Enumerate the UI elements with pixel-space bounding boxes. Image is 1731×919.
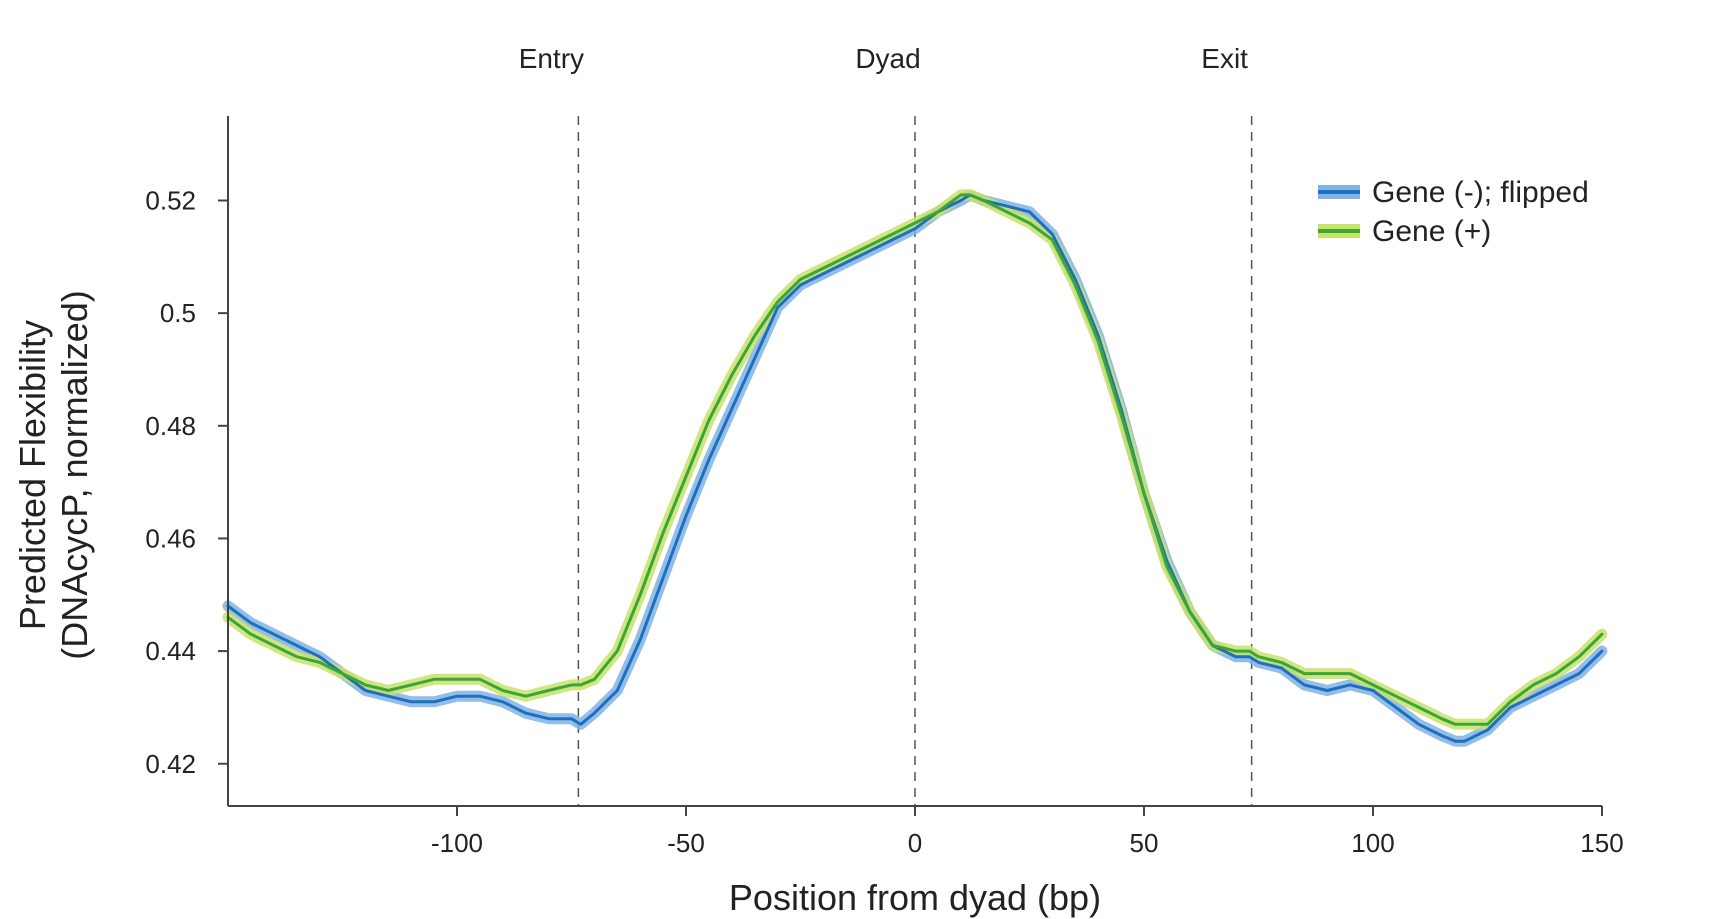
y-tick-label-5: 0.52 xyxy=(145,185,196,215)
axis-ticks: -100 -50 0 50 100 150 0.42 0.44 0.46 0.48 0.5 0.52 xyxy=(145,185,1623,858)
x-tick-label-1: -50 xyxy=(667,828,705,858)
y-tick-label-1: 0.44 xyxy=(145,636,196,666)
y-axis-title: Predicted Flexibility (DNAcycP, normaliz… xyxy=(12,290,95,659)
series-line-1 xyxy=(226,193,1604,726)
legend: Gene (-); flipped Gene (+) xyxy=(1318,176,1589,248)
x-tick-label-2: 0 xyxy=(908,828,922,858)
marker-label-2: Exit xyxy=(1201,43,1248,74)
y-axis-title-line2: (DNAcycP, normalized) xyxy=(54,290,95,659)
series-lines xyxy=(226,193,1604,743)
x-tick-label-5: 150 xyxy=(1580,828,1623,858)
y-tick-label-2: 0.46 xyxy=(145,523,196,553)
legend-label-0: Gene (-); flipped xyxy=(1372,176,1589,209)
marker-label-1: Dyad xyxy=(855,43,920,74)
legend-swatch-line-0 xyxy=(1318,190,1360,194)
region-markers: Entry Dyad Exit xyxy=(519,43,1253,806)
x-tick-label-3: 50 xyxy=(1130,828,1159,858)
y-tick-label-3: 0.48 xyxy=(145,411,196,441)
y-tick-label-0: 0.42 xyxy=(145,749,196,779)
y-tick-label-4: 0.5 xyxy=(160,298,196,328)
x-axis-title: Position from dyad (bp) xyxy=(729,877,1101,918)
y-axis-title-line1: Predicted Flexibility xyxy=(12,320,53,630)
marker-label-0: Entry xyxy=(519,43,584,74)
x-tick-label-0: -100 xyxy=(431,828,483,858)
legend-label-1: Gene (+) xyxy=(1372,215,1491,248)
x-tick-label-4: 100 xyxy=(1351,828,1394,858)
legend-swatch-line-1 xyxy=(1318,229,1360,233)
